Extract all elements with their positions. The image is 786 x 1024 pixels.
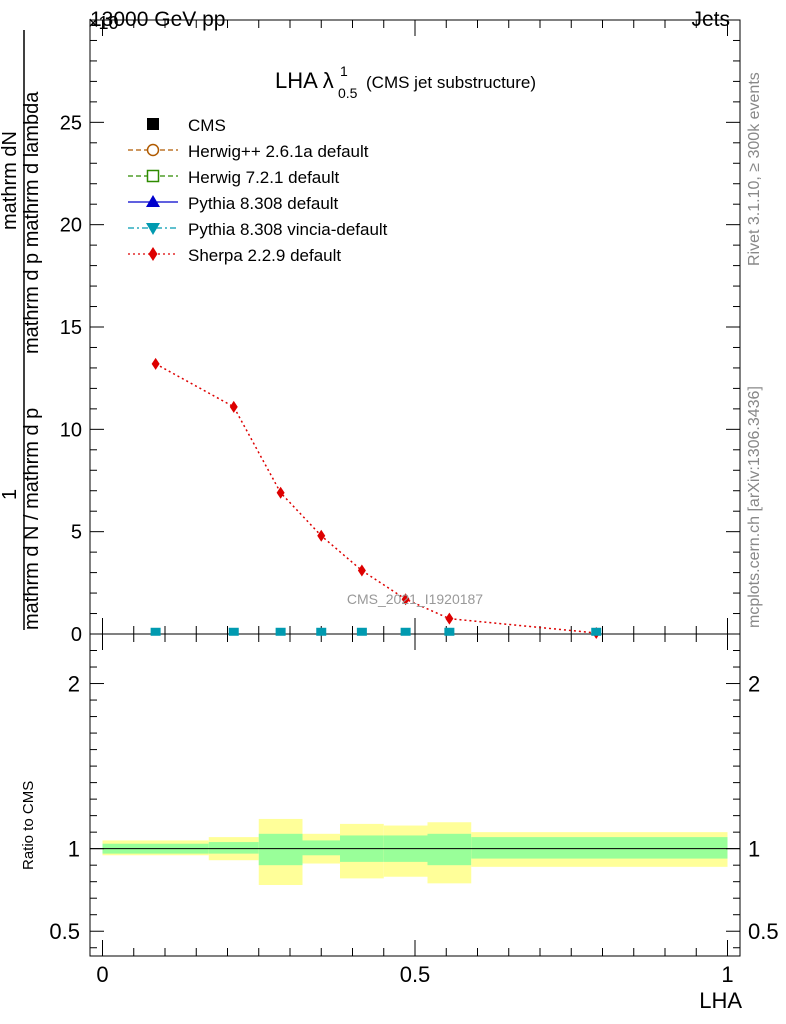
ratio-stat-band-2	[258, 833, 303, 866]
ratio-stat-band-6	[427, 833, 472, 866]
rivet-label: Rivet 3.1.10, ≥ 300k events	[746, 72, 763, 266]
main-ytick-label: 20	[60, 215, 82, 237]
legend: CMS Herwig++ 2.6.1a default Herwig 7.2.1 d…	[128, 116, 388, 265]
sherpa-line	[155, 363, 597, 634]
legend-item: Herwig++ 2.6.1a default	[128, 142, 369, 161]
ratio-xtick-label: 0.5	[400, 962, 431, 987]
legend-item: Herwig 7.2.1 default	[128, 168, 339, 187]
plot-title-sup: 1	[340, 63, 348, 79]
main-ytick-label: 15	[60, 317, 82, 339]
ratio-stat-band-3	[302, 840, 340, 856]
plot-title-main: LHA λ	[275, 68, 334, 93]
legend-marker	[146, 195, 160, 207]
main-y-label: mathrm d N / mathrm d p1 mathrm dN mathrm …	[0, 30, 43, 630]
main-ytick-label: 0	[71, 624, 82, 646]
legend-marker	[147, 118, 159, 130]
cms-point	[591, 627, 602, 636]
ratio-ytick-label: 0.5	[49, 919, 80, 944]
y-label-one: 1	[0, 489, 21, 500]
sherpa-point	[317, 529, 326, 542]
plot-title: LHA λ 1 0.5 (CMS jet substructure)	[275, 63, 536, 101]
legend-label: Herwig 7.2.1 default	[188, 168, 339, 187]
ratio-axes: 0.5 0.5 1 1 2 2 0 0.5 1	[49, 633, 779, 987]
y-label-denominator: mathrm d N / mathrm d p	[21, 408, 43, 630]
header-left: 13000 GeV pp	[90, 8, 226, 31]
ratio-y-label: Ratio to CMS	[20, 780, 37, 870]
y-exponent: ×10	[88, 13, 119, 33]
legend-label: CMS	[188, 116, 226, 135]
cms-point	[444, 627, 455, 636]
header-right: Jets	[691, 8, 730, 31]
sherpa-point	[229, 400, 238, 413]
main-ytick-label: 5	[71, 522, 82, 544]
sherpa-point	[276, 486, 285, 499]
ratio-frame	[89, 633, 741, 957]
x-axis-label: LHA	[699, 988, 742, 1013]
cms-point	[356, 627, 367, 636]
sherpa-point	[401, 593, 410, 606]
sherpa-point	[151, 357, 160, 370]
series-layer: CMS_2021_I1920187	[150, 357, 602, 639]
legend-marker	[146, 143, 160, 157]
main-ytick-label: 10	[60, 419, 82, 441]
watermark: CMS_2021_I1920187	[347, 591, 483, 607]
ratio-stat-band-7	[471, 837, 728, 859]
legend-marker	[146, 223, 160, 235]
ratio-ytick-label: 2	[68, 672, 80, 697]
cms-point	[150, 627, 161, 636]
ratio-xtick-label: 1	[721, 962, 733, 987]
sherpa-point	[357, 564, 366, 577]
cms-point	[316, 627, 327, 636]
legend-item: Pythia 8.308 default	[128, 194, 339, 213]
ratio-bands	[90, 818, 740, 885]
y-label-numerator: mathrm dN	[0, 131, 21, 230]
ratio-stat-band-1	[208, 842, 259, 854]
plot-title-suffix: (CMS jet substructure)	[366, 73, 536, 92]
legend-label: Pythia 8.308 default	[188, 194, 339, 213]
legend-marker	[148, 247, 158, 261]
main-frame	[89, 19, 741, 635]
cms-point	[228, 627, 239, 636]
ratio-xtick-label: 0	[96, 962, 108, 987]
y-label-numerator-bottom: mathrm d p mathrm d lambda	[21, 91, 43, 354]
ratio-ytick-label-right: 1	[748, 837, 760, 862]
legend-marker	[146, 169, 160, 183]
ratio-ytick-label-right: 0.5	[748, 919, 779, 944]
main-ytick-label: 25	[60, 112, 82, 134]
cms-point	[275, 627, 286, 636]
mcplots-label: mcplots.cern.ch [arXiv:1306.3436]	[746, 386, 763, 628]
cms-point	[400, 627, 411, 636]
legend-label: Herwig++ 2.6.1a default	[188, 142, 369, 161]
legend-label: Sherpa 2.2.9 default	[188, 246, 341, 265]
legend-label: Pythia 8.308 vincia-default	[188, 220, 388, 239]
legend-item: CMS	[147, 116, 226, 135]
ratio-ytick-label: 1	[68, 837, 80, 862]
ratio-ytick-label-right: 2	[748, 672, 760, 697]
sherpa-point	[445, 612, 454, 625]
plot-title-sub: 0.5	[338, 85, 358, 101]
legend-item: Pythia 8.308 vincia-default	[128, 220, 388, 239]
legend-item: Sherpa 2.2.9 default	[128, 246, 341, 265]
